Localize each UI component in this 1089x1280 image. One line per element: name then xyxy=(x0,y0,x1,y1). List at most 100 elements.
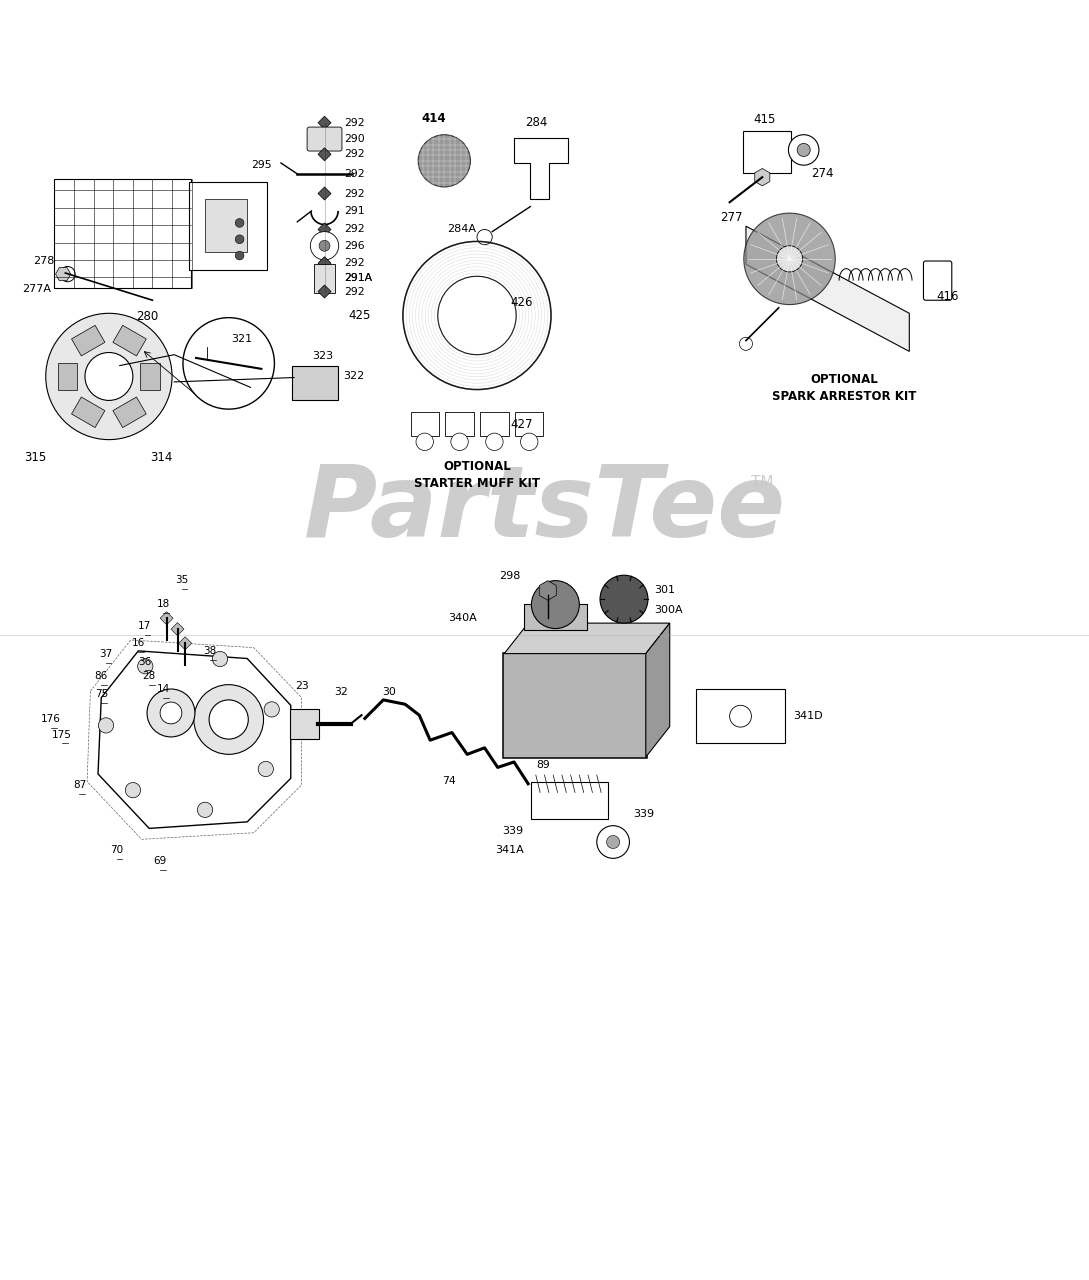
Text: 30: 30 xyxy=(382,686,395,696)
Polygon shape xyxy=(646,623,670,756)
Text: 36: 36 xyxy=(138,657,151,667)
Circle shape xyxy=(477,229,492,244)
Text: 37: 37 xyxy=(99,649,112,659)
Circle shape xyxy=(235,236,244,243)
Text: 340A: 340A xyxy=(449,613,477,622)
Text: 86: 86 xyxy=(95,671,108,681)
Text: 292: 292 xyxy=(344,259,365,269)
Circle shape xyxy=(209,700,248,739)
Circle shape xyxy=(265,701,280,717)
FancyBboxPatch shape xyxy=(696,689,785,744)
FancyBboxPatch shape xyxy=(445,412,474,436)
Text: OPTIONAL: OPTIONAL xyxy=(443,461,511,474)
Polygon shape xyxy=(56,268,71,280)
Text: 69: 69 xyxy=(154,856,167,867)
Text: 291A: 291A xyxy=(344,274,372,283)
Polygon shape xyxy=(113,325,146,356)
Text: 14: 14 xyxy=(157,684,170,694)
Text: 427: 427 xyxy=(510,417,533,431)
Polygon shape xyxy=(58,362,77,390)
Circle shape xyxy=(776,246,803,271)
Circle shape xyxy=(597,826,629,859)
Text: 321: 321 xyxy=(231,334,252,344)
Circle shape xyxy=(521,433,538,451)
Text: 315: 315 xyxy=(24,451,46,463)
Circle shape xyxy=(739,337,752,351)
Text: 75: 75 xyxy=(95,690,108,699)
Circle shape xyxy=(418,134,470,187)
Text: 292: 292 xyxy=(344,118,365,128)
Text: 175: 175 xyxy=(52,730,72,740)
Circle shape xyxy=(235,219,244,228)
FancyBboxPatch shape xyxy=(307,127,342,151)
Text: 16: 16 xyxy=(132,639,145,648)
Polygon shape xyxy=(504,623,670,654)
FancyBboxPatch shape xyxy=(54,179,191,288)
FancyBboxPatch shape xyxy=(480,412,509,436)
Circle shape xyxy=(98,718,113,733)
Text: 38: 38 xyxy=(204,646,217,655)
Text: 284A: 284A xyxy=(446,224,476,234)
Circle shape xyxy=(438,276,516,355)
Circle shape xyxy=(85,352,133,401)
Text: TM: TM xyxy=(751,475,773,489)
FancyBboxPatch shape xyxy=(411,412,439,436)
Circle shape xyxy=(730,705,751,727)
Circle shape xyxy=(486,433,503,451)
FancyBboxPatch shape xyxy=(515,412,543,436)
Circle shape xyxy=(744,212,835,305)
Text: 70: 70 xyxy=(110,845,123,855)
Circle shape xyxy=(258,762,273,777)
Text: 339: 339 xyxy=(503,826,524,836)
Circle shape xyxy=(235,251,244,260)
Text: 339: 339 xyxy=(633,809,653,819)
FancyBboxPatch shape xyxy=(292,366,338,401)
Text: 292: 292 xyxy=(344,287,365,297)
Polygon shape xyxy=(113,397,146,428)
Circle shape xyxy=(607,836,620,849)
Text: 296: 296 xyxy=(344,241,365,251)
Text: 28: 28 xyxy=(143,671,156,681)
Text: 87: 87 xyxy=(73,780,86,790)
Text: 284: 284 xyxy=(525,116,548,129)
Text: 292: 292 xyxy=(344,224,365,234)
Text: 415: 415 xyxy=(754,113,776,125)
Text: 414: 414 xyxy=(421,111,445,125)
Text: 425: 425 xyxy=(347,308,370,323)
Text: 314: 314 xyxy=(150,451,172,463)
Circle shape xyxy=(194,685,264,754)
FancyBboxPatch shape xyxy=(314,264,335,293)
Text: 280: 280 xyxy=(136,310,158,323)
Text: STARTER MUFF KIT: STARTER MUFF KIT xyxy=(414,476,540,490)
Text: 277A: 277A xyxy=(22,284,51,294)
Polygon shape xyxy=(72,397,105,428)
FancyBboxPatch shape xyxy=(205,198,247,252)
Circle shape xyxy=(319,241,330,251)
Polygon shape xyxy=(98,652,291,828)
FancyBboxPatch shape xyxy=(743,132,791,173)
Text: 292: 292 xyxy=(344,150,365,159)
Text: 35: 35 xyxy=(175,575,188,585)
Text: 323: 323 xyxy=(313,351,333,361)
Circle shape xyxy=(310,232,339,260)
Text: 291A: 291A xyxy=(344,274,372,283)
Text: 17: 17 xyxy=(138,621,151,631)
Text: 18: 18 xyxy=(157,599,170,609)
FancyBboxPatch shape xyxy=(290,709,319,739)
Text: 298: 298 xyxy=(499,571,521,581)
Circle shape xyxy=(197,803,212,818)
Text: 300A: 300A xyxy=(654,605,683,616)
FancyBboxPatch shape xyxy=(189,182,267,270)
Text: SPARK ARRESTOR KIT: SPARK ARRESTOR KIT xyxy=(772,389,916,402)
Text: 295: 295 xyxy=(252,160,272,170)
Circle shape xyxy=(160,701,182,724)
Circle shape xyxy=(125,782,140,797)
Circle shape xyxy=(531,581,579,628)
Text: 290: 290 xyxy=(344,134,365,145)
Circle shape xyxy=(600,575,648,623)
Polygon shape xyxy=(72,325,105,356)
Circle shape xyxy=(137,659,152,673)
Text: 32: 32 xyxy=(334,686,348,696)
Text: 292: 292 xyxy=(344,169,365,179)
Text: 426: 426 xyxy=(510,296,533,308)
